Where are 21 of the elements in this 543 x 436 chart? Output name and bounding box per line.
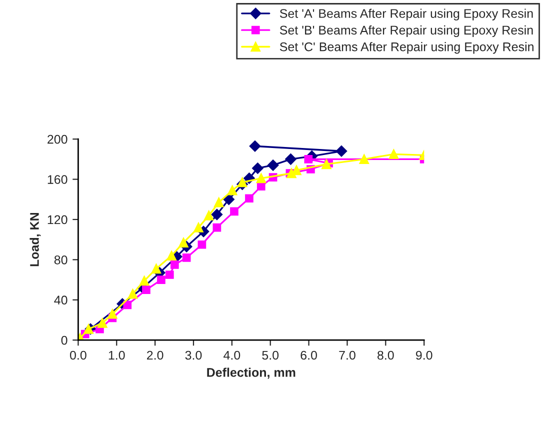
y-tick-label: 160 xyxy=(48,175,68,184)
x-tick-label: 1.0 xyxy=(108,350,125,360)
y-axis-title: Load, KN xyxy=(30,212,41,266)
x-tick-label: 6.0 xyxy=(300,350,317,360)
y-tick-label: 80 xyxy=(54,255,68,264)
x-tick-label: 2.0 xyxy=(147,350,164,360)
legend-label: Set 'B' Beams After Repair using Epoxy Resin xyxy=(280,25,533,38)
x-tick-label: 5.0 xyxy=(262,350,279,360)
x-tick-label: 0.0 xyxy=(70,350,86,360)
legend-label: Set 'A' Beams After Repair using Epoxy Resin xyxy=(280,8,533,20)
x-tick-label: 8.0 xyxy=(378,350,394,360)
y-tick-label: 120 xyxy=(48,215,68,224)
y-tick-label: 200 xyxy=(48,134,68,144)
y-tick-label: 0 xyxy=(61,336,68,345)
x-tick-label: 9.0 xyxy=(416,350,432,360)
x-axis-title: Deflection, mm xyxy=(207,368,296,379)
x-tick-label: 3.0 xyxy=(185,350,202,360)
x-tick-label: 7.0 xyxy=(339,350,356,360)
legend-label: Set 'C' Beams After Repair using Epoxy Resin xyxy=(280,42,534,54)
x-tick-label: 4.0 xyxy=(224,350,240,360)
y-tick-label: 40 xyxy=(54,296,68,305)
